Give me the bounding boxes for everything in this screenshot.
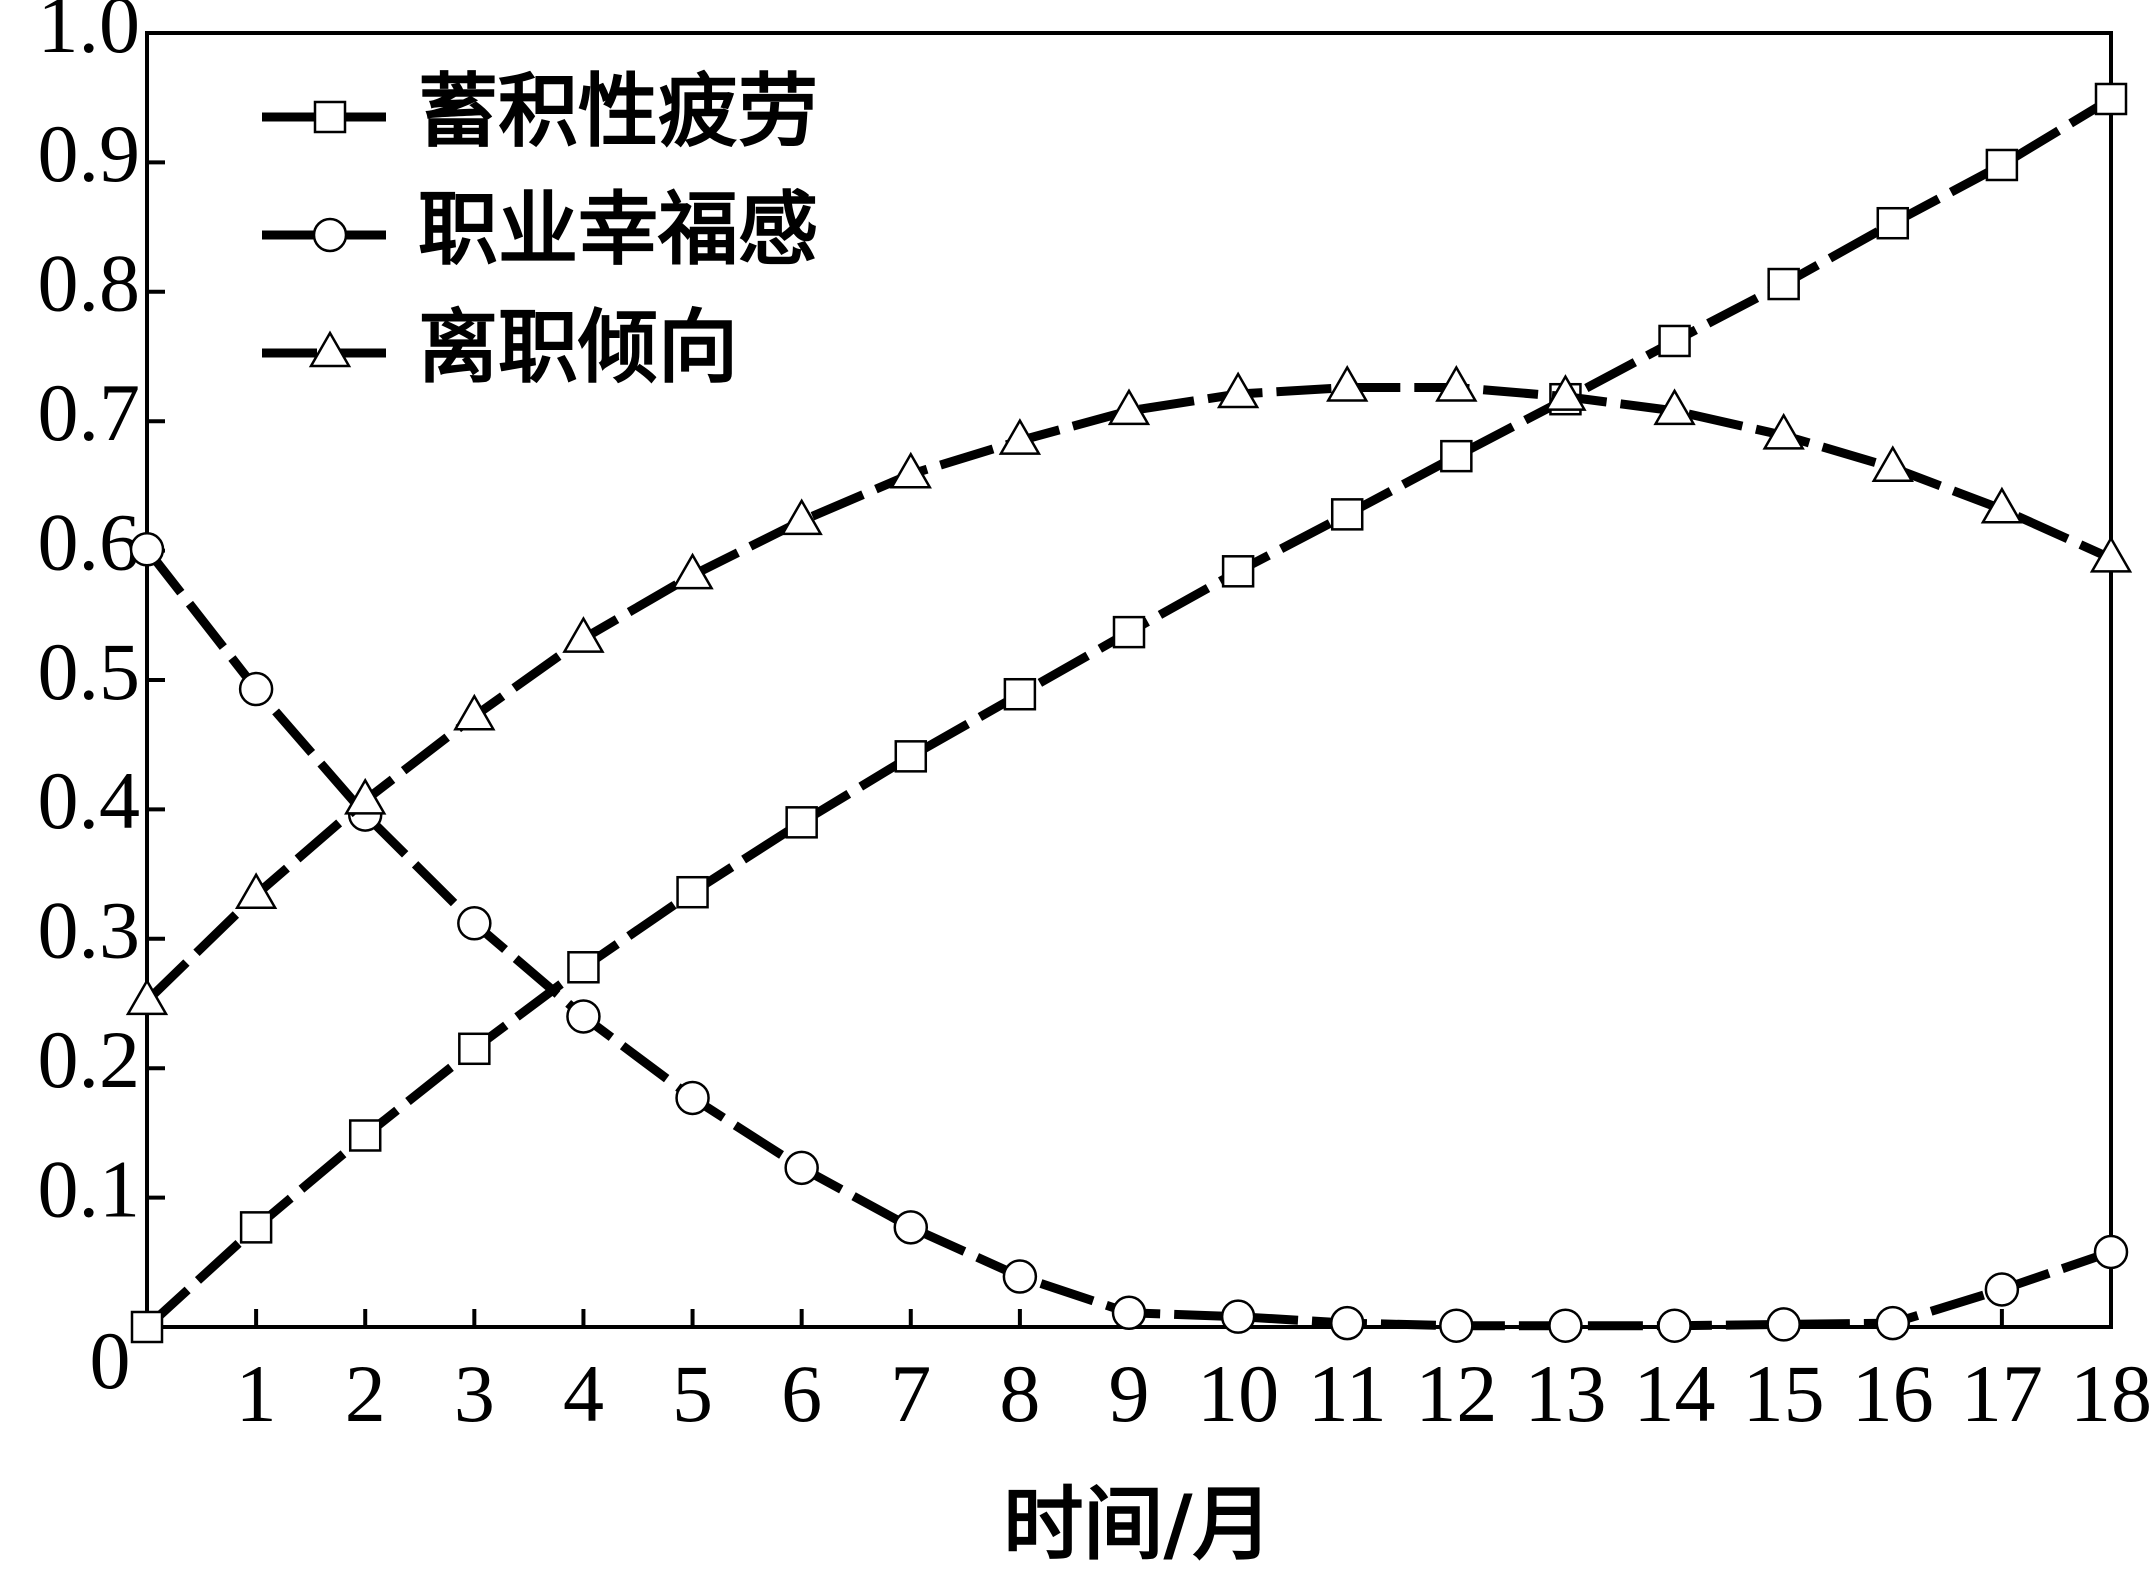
marker-triangle bbox=[1544, 374, 1587, 411]
marker-triangle bbox=[780, 498, 823, 536]
marker-square bbox=[1221, 555, 1255, 588]
y-tick-label: 0.4 bbox=[38, 755, 141, 846]
x-tick-label: 7 bbox=[890, 1348, 931, 1439]
marker-square bbox=[1112, 615, 1146, 649]
marker-square bbox=[1330, 498, 1364, 531]
x-tick-label: 9 bbox=[1109, 1348, 1150, 1439]
marker-circle bbox=[1548, 1308, 1583, 1343]
y-tick-label: 0.6 bbox=[38, 496, 141, 587]
marker-triangle bbox=[2089, 535, 2133, 573]
marker-circle bbox=[1111, 1295, 1147, 1331]
marker-circle bbox=[1220, 1299, 1256, 1334]
legend-marker bbox=[308, 330, 352, 368]
marker-circle bbox=[1766, 1307, 1801, 1342]
marker-square bbox=[458, 1032, 491, 1066]
marker-circle bbox=[1657, 1308, 1692, 1343]
marker-square bbox=[1767, 267, 1800, 301]
marker-square bbox=[676, 875, 709, 909]
legend-label: 离职倾向 bbox=[418, 301, 738, 394]
marker-triangle bbox=[1216, 371, 1260, 409]
marker-square bbox=[1985, 148, 2019, 182]
y-tick-label: 0.2 bbox=[38, 1014, 141, 1105]
legend-label: 职业幸福感 bbox=[418, 183, 818, 276]
x-tick-label: 2 bbox=[345, 1348, 386, 1439]
marker-circle bbox=[129, 532, 165, 567]
x-tick-label: 17 bbox=[1961, 1348, 2043, 1439]
y-tick-label: 0.3 bbox=[38, 885, 141, 976]
x-tick-label: 1 bbox=[236, 1348, 277, 1439]
x-tick-label: 15 bbox=[1743, 1348, 1825, 1439]
y-tick-label: 0.7 bbox=[38, 367, 141, 458]
marker-square bbox=[130, 1310, 164, 1344]
y-tick-label: 0 bbox=[90, 1315, 131, 1406]
marker-circle bbox=[566, 999, 601, 1034]
marker-square bbox=[894, 740, 928, 773]
marker-square bbox=[239, 1211, 273, 1244]
x-tick-label: 4 bbox=[563, 1348, 604, 1439]
x-tick-label: 14 bbox=[1634, 1348, 1716, 1439]
x-tick-label: 18 bbox=[2070, 1348, 2150, 1439]
marker-triangle bbox=[234, 872, 278, 910]
legend-marker bbox=[312, 217, 348, 253]
marker-circle bbox=[457, 906, 492, 941]
y-tick-label: 0.1 bbox=[38, 1143, 141, 1234]
marker-triangle bbox=[1980, 486, 2024, 524]
marker-circle bbox=[675, 1080, 710, 1116]
marker-triangle bbox=[1107, 388, 1151, 426]
marker-square bbox=[1658, 324, 1691, 358]
y-tick-label: 0.8 bbox=[38, 238, 141, 329]
marker-circle bbox=[238, 671, 274, 707]
marker-triangle bbox=[1871, 445, 1914, 483]
marker-triangle bbox=[1326, 365, 1369, 402]
marker-triangle bbox=[562, 616, 605, 653]
marker-circle bbox=[784, 1150, 819, 1186]
marker-square bbox=[2094, 82, 2128, 116]
x-tick-label: 12 bbox=[1415, 1348, 1497, 1439]
marker-circle bbox=[2093, 1234, 2129, 1270]
marker-triangle bbox=[344, 777, 387, 815]
marker-square bbox=[785, 806, 818, 839]
marker-circle bbox=[1875, 1305, 1911, 1341]
marker-square bbox=[348, 1119, 382, 1152]
x-tick-label: 10 bbox=[1197, 1348, 1279, 1439]
marker-triangle bbox=[1653, 388, 1696, 426]
marker-triangle bbox=[1762, 412, 1805, 450]
marker-triangle bbox=[889, 451, 932, 489]
series-line bbox=[143, 383, 2113, 1005]
marker-square bbox=[1003, 677, 1037, 711]
x-tick-label: 5 bbox=[672, 1348, 713, 1439]
x-tick-label: 3 bbox=[454, 1348, 495, 1439]
x-tick-label: 8 bbox=[999, 1348, 1040, 1439]
marker-square bbox=[1876, 206, 1910, 240]
marker-triangle bbox=[1435, 365, 1478, 402]
marker-square bbox=[567, 951, 600, 984]
x-tick-label: 11 bbox=[1308, 1348, 1387, 1439]
x-tick-label: 6 bbox=[781, 1348, 822, 1439]
series-line bbox=[143, 546, 2113, 1331]
y-tick-label: 0.9 bbox=[38, 108, 141, 199]
marker-triangle bbox=[125, 978, 169, 1016]
y-tick-label: 0.5 bbox=[38, 626, 141, 717]
legend-label: 蓄积性疲劳 bbox=[418, 65, 818, 158]
legend-marker bbox=[313, 100, 347, 134]
series-line bbox=[143, 95, 2114, 1331]
marker-circle bbox=[1002, 1259, 1038, 1294]
y-tick-label: 1.0 bbox=[38, 0, 141, 70]
x-tick-label: 16 bbox=[1852, 1348, 1934, 1439]
marker-triangle bbox=[671, 552, 714, 590]
marker-circle bbox=[1439, 1308, 1474, 1343]
x-axis-label: 时间/月 bbox=[1003, 1478, 1272, 1571]
marker-circle bbox=[1329, 1305, 1365, 1341]
marker-circle bbox=[1984, 1272, 2020, 1307]
marker-triangle bbox=[998, 418, 1042, 455]
x-tick-label: 13 bbox=[1524, 1348, 1606, 1439]
marker-circle bbox=[893, 1210, 929, 1245]
marker-square bbox=[1440, 439, 1473, 473]
marker-triangle bbox=[453, 693, 496, 731]
